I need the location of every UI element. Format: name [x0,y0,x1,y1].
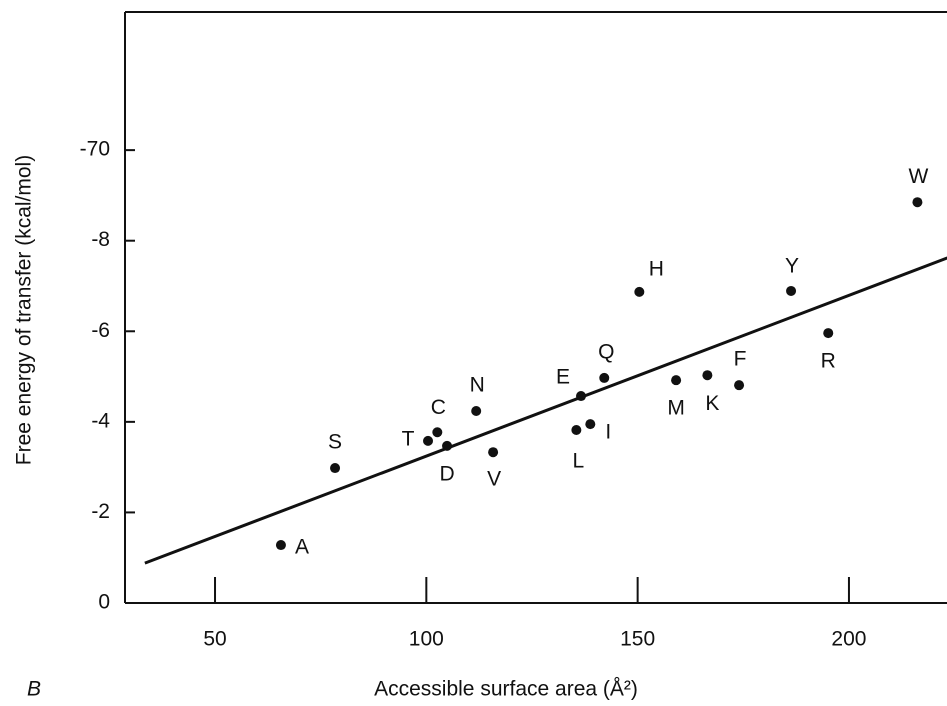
point-label: M [667,397,685,420]
y-axis-title: Free energy of transfer (kcal/mol) [13,155,36,465]
point-label: D [439,462,454,485]
point-label: S [328,431,342,454]
point [423,435,434,446]
y-tick-label: -6 [91,319,110,342]
point [599,372,610,383]
point [576,391,587,402]
point [330,463,341,474]
point [702,370,713,381]
x-tick-label: 50 [203,628,226,651]
point [912,197,923,208]
point [786,285,797,296]
x-tick-label: 150 [620,628,655,651]
x-axis-title: Accessible surface area (Å²) [374,678,638,701]
y-tick-label: -8 [91,228,110,251]
point [571,425,582,436]
point [471,405,482,416]
y-tick-label: -4 [91,409,110,432]
point [823,328,834,339]
point-label: C [431,396,446,419]
point-label: Q [598,340,614,363]
point-label: T [402,427,415,450]
point-label: N [470,374,485,397]
point-label: R [821,350,836,373]
point [671,375,682,386]
panel-label: B [27,678,41,701]
point-label: F [734,348,747,371]
fit-line [144,256,947,565]
point-label: I [605,421,611,444]
y-tick-label: -2 [91,500,110,523]
point-label: V [487,468,501,491]
x-tick-label: 200 [831,628,866,651]
point [734,380,745,391]
point-label: Y [785,255,799,278]
point-label: K [705,392,719,415]
point-label: W [909,165,929,188]
point [488,447,499,458]
point [634,286,645,297]
y-tick-label: -70 [80,138,110,161]
point-label: A [295,536,309,559]
point-label: E [556,366,570,389]
y-tick-label: 0 [98,591,110,614]
point-label: L [573,450,585,473]
point [585,419,596,430]
point-label: H [649,257,664,280]
point [275,540,286,551]
x-tick-label: 100 [409,628,444,651]
point [442,440,453,451]
point [432,427,443,438]
